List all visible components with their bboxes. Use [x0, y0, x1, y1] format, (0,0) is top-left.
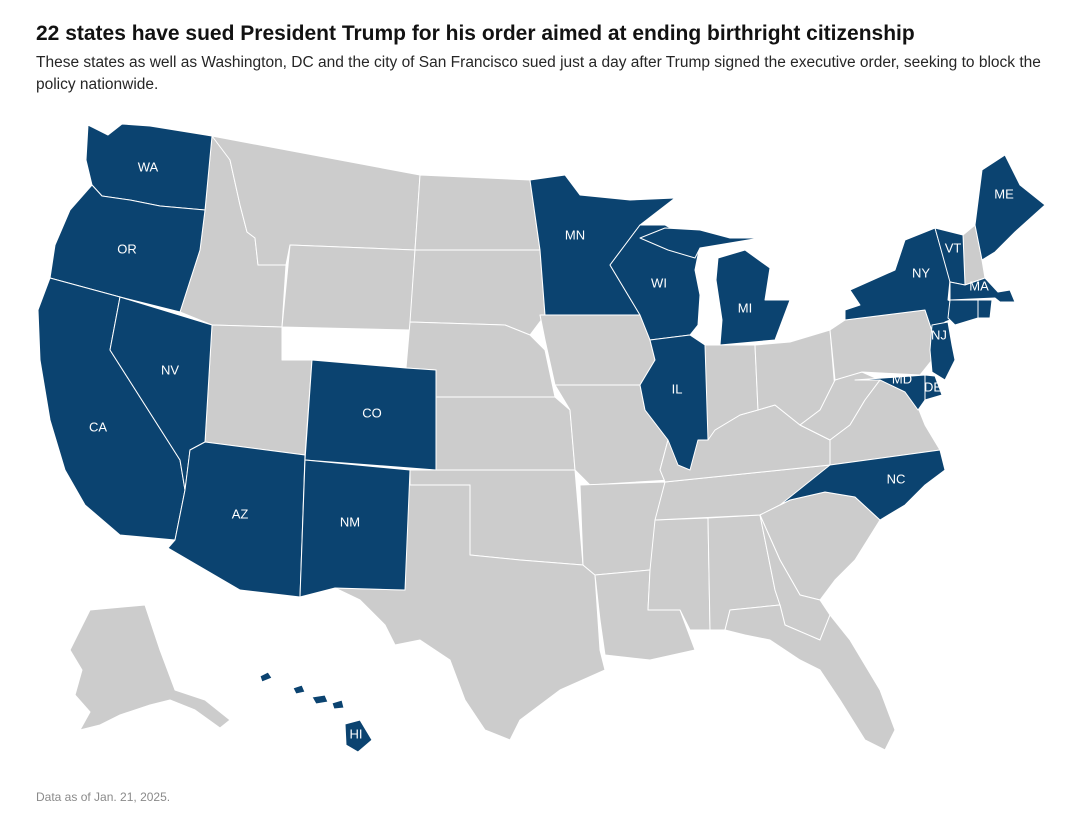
state-OR: [49, 184, 206, 313]
label-WA: WA: [138, 159, 159, 174]
chart-subtitle: These states as well as Washington, DC a…: [36, 54, 1041, 93]
state-NM: [299, 459, 411, 598]
state-ME: [974, 154, 1046, 261]
chart-title: 22 states have sued President Trump for …: [36, 22, 915, 45]
label-NJ: NJ: [931, 327, 947, 342]
label-AZ: AZ: [232, 506, 249, 521]
state-CO: [304, 359, 437, 471]
state-UT: [204, 324, 313, 456]
label-NC: NC: [887, 471, 906, 486]
label-MN: MN: [565, 227, 585, 242]
state-PA: [829, 309, 936, 381]
state-MI: [639, 227, 791, 346]
label-CO: CO: [362, 405, 382, 420]
data-date-note: Data as of Jan. 21, 2025.: [36, 790, 171, 804]
state-KS: [435, 396, 576, 471]
state-WY: [281, 244, 416, 331]
state-DE: [924, 374, 943, 401]
label-IL: IL: [672, 381, 683, 396]
label-NY: NY: [912, 265, 930, 280]
state-IA: [539, 314, 656, 386]
label-MI: MI: [738, 300, 752, 315]
state-RI: [977, 299, 993, 319]
label-NV: NV: [161, 362, 179, 377]
label-DE: DE: [924, 379, 942, 394]
state-ND: [414, 174, 541, 251]
state-TX: [334, 484, 606, 741]
label-HI: HI: [350, 726, 363, 741]
label-OR: OR: [117, 241, 137, 256]
label-ME: ME: [994, 186, 1014, 201]
state-AK: [69, 604, 231, 731]
label-NM: NM: [340, 514, 360, 529]
state-NC: [779, 449, 946, 521]
label-MD: MD: [892, 371, 912, 386]
label-CA: CA: [89, 419, 107, 434]
state-CT: [947, 299, 979, 326]
state-IL: [639, 334, 709, 471]
label-VT: VT: [945, 240, 962, 255]
state-FL: [724, 604, 896, 751]
label-WI: WI: [651, 275, 667, 290]
state-MA: [949, 277, 1016, 303]
state-NJ: [929, 321, 956, 381]
state-WI: [609, 224, 701, 341]
state-HI: [259, 671, 373, 753]
label-MA: MA: [969, 278, 989, 293]
